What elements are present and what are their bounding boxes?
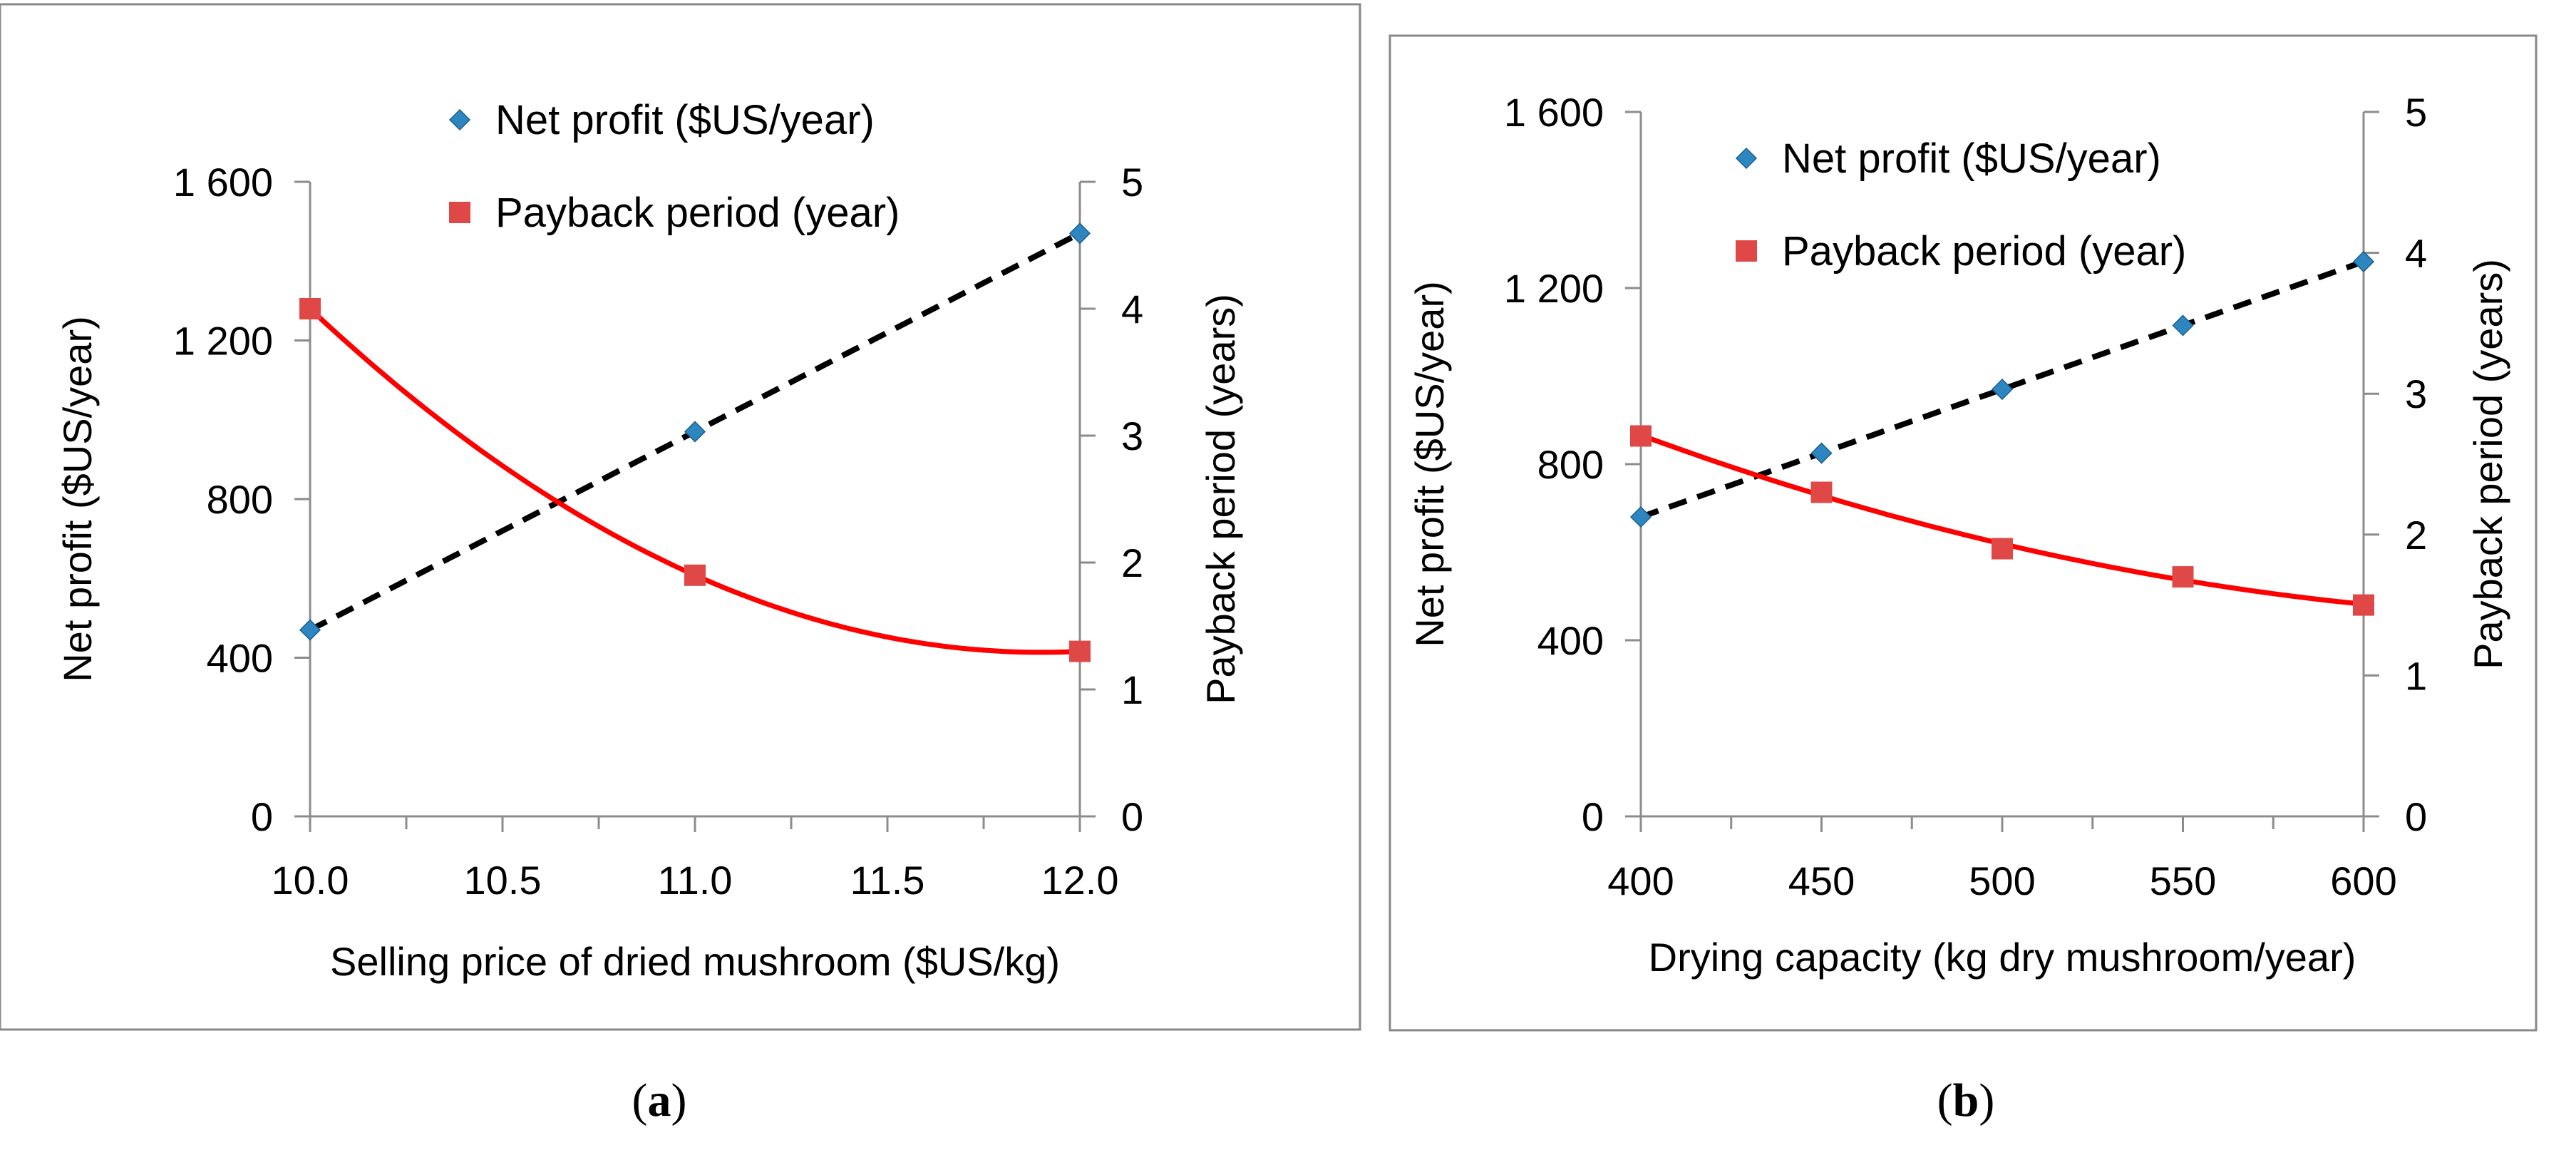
y-tick-label: 0 <box>251 794 273 839</box>
y-axis-title: Net profit ($US/year) <box>1407 281 1452 647</box>
net-profit-point <box>2172 314 2194 337</box>
y-tick-label: 800 <box>207 477 273 522</box>
chart-frame <box>1389 34 2538 1032</box>
legend-label: Net profit ($US/year) <box>495 97 875 143</box>
x-axis-title: Selling price of dried mushroom ($US/kg) <box>330 939 1060 984</box>
caption-paren-close: ) <box>1979 1074 1994 1126</box>
net-profit-point <box>684 421 706 443</box>
y2-tick-label: 3 <box>1121 414 1143 458</box>
x-tick-label: 600 <box>2330 858 2396 903</box>
payback-trend-line <box>1639 433 2364 607</box>
legend-diamond-icon <box>1735 147 1758 170</box>
payback-point <box>2172 566 2194 588</box>
x-tick-label: 450 <box>1788 858 1855 903</box>
chart-panel-a: 0 400 800 1 200 1 600 0 1 2 3 4 5 10.0 10.5 11.0 11.5 1… <box>0 3 1361 1126</box>
net-profit-point <box>1629 506 1652 528</box>
caption-paren-open: ( <box>1937 1074 1953 1126</box>
legend-square-icon <box>1736 240 1757 262</box>
y2-tick-label: 2 <box>1121 540 1143 585</box>
net-profit-point <box>1068 222 1091 245</box>
y-tick-label: 1 600 <box>173 160 273 205</box>
y2-tick-label: 0 <box>2405 794 2427 839</box>
y-tick-label: 1 200 <box>173 319 273 364</box>
y2-tick-label: 4 <box>1121 287 1143 332</box>
payback-trend-line <box>308 307 1081 655</box>
caption-letter: b <box>1953 1074 1979 1126</box>
caption-paren-close: ) <box>671 1074 687 1126</box>
x-tick-label: 10.0 <box>272 858 349 903</box>
y-tick-label: 1 200 <box>1504 266 1604 311</box>
panel-caption: (b) <box>1937 1074 1995 1126</box>
legend-label: Net profit ($US/year) <box>1782 135 2161 182</box>
x-tick-label: 10.5 <box>464 858 542 903</box>
y-tick-label: 400 <box>1537 618 1604 663</box>
x-tick-label: 400 <box>1607 858 1674 903</box>
caption-paren-open: ( <box>632 1074 648 1126</box>
y2-tick-label: 4 <box>2405 231 2427 276</box>
net-profit-point <box>299 619 321 641</box>
y2-tick-label: 5 <box>1121 160 1143 205</box>
x-tick-label: 550 <box>2150 858 2216 903</box>
legend-diamond-icon <box>448 108 471 131</box>
y-tick-label: 800 <box>1537 442 1604 487</box>
x-axis-title: Drying capacity (kg dry mushroom/year) <box>1649 935 2356 980</box>
y2-axis-title: Payback period (years) <box>2466 259 2510 669</box>
net-profit-point <box>1810 442 1833 464</box>
y2-tick-label: 2 <box>2405 513 2427 558</box>
y2-tick-label: 1 <box>2405 653 2427 698</box>
payback-point <box>1630 425 1652 447</box>
legend-label: Payback period (year) <box>1782 228 2186 274</box>
payback-point <box>684 564 706 586</box>
y-axis-title: Net profit ($US/year) <box>55 316 100 682</box>
net-profit-point <box>1991 378 2014 401</box>
payback-point <box>1069 640 1091 662</box>
caption-letter: a <box>648 1074 671 1126</box>
payback-point <box>1992 538 2013 560</box>
payback-point <box>299 298 321 319</box>
x-tick-label: 11.0 <box>658 858 733 903</box>
y2-axis-title: Payback period (years) <box>1198 294 1243 704</box>
y-tick-label: 0 <box>1582 794 1604 839</box>
legend-square-icon <box>449 202 470 223</box>
panel-caption: (a) <box>632 1074 687 1126</box>
x-tick-label: 500 <box>1969 858 2035 903</box>
payback-point <box>2353 594 2374 616</box>
legend-label: Payback period (year) <box>495 190 900 236</box>
x-tick-label: 12.0 <box>1041 858 1119 903</box>
chart-frame <box>0 3 1361 1031</box>
y2-tick-label: 3 <box>2405 371 2427 416</box>
y2-tick-label: 0 <box>1121 794 1143 839</box>
y2-tick-label: 1 <box>1121 667 1143 712</box>
y-tick-label: 400 <box>207 636 273 681</box>
x-tick-label: 11.5 <box>850 858 925 903</box>
payback-point <box>1810 481 1833 503</box>
net-profit-point <box>2352 250 2375 273</box>
y-tick-label: 1 600 <box>1504 90 1604 135</box>
y2-tick-label: 5 <box>2405 90 2427 135</box>
